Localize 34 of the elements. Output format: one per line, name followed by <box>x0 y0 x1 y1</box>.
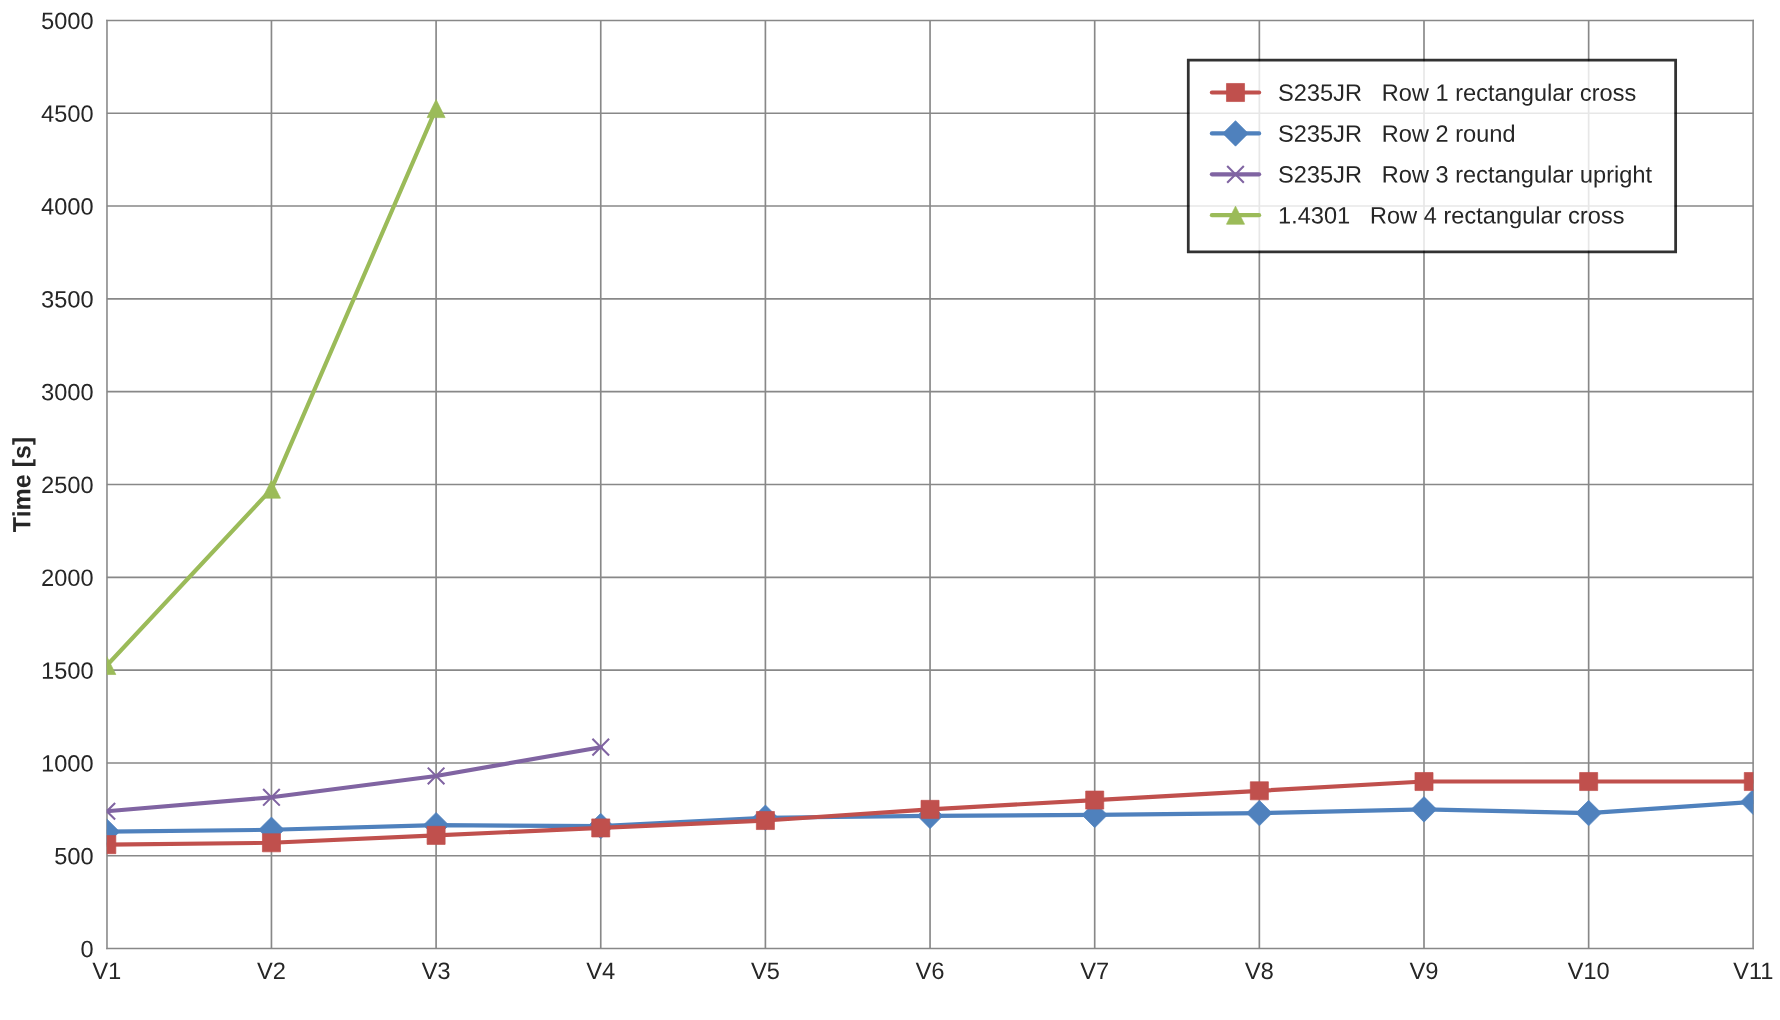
point <box>426 766 446 786</box>
x-tick-label: V1 <box>92 962 121 979</box>
point <box>1579 772 1599 791</box>
x-tick-label: V10 <box>1567 962 1609 980</box>
legend-label: S235JR Row 2 round <box>1279 124 1515 142</box>
y-axis-title: Time [s] <box>12 438 36 532</box>
point <box>1410 796 1438 823</box>
y-tick-label: 4500 <box>41 105 93 123</box>
y-tick-label: 3000 <box>41 383 93 401</box>
y-tick-label: 2000 <box>42 569 93 587</box>
point <box>591 737 611 757</box>
x-tick-label: V8 <box>1245 962 1273 980</box>
y-tick-label: 4000 <box>41 198 93 215</box>
x-tick-label: V6 <box>915 962 944 980</box>
point <box>1249 781 1269 801</box>
x-tick-label: V11 <box>1733 962 1773 979</box>
point <box>920 799 940 819</box>
point <box>262 787 281 807</box>
x-tick-label: V5 <box>751 962 779 980</box>
x-tick-label: V4 <box>586 962 615 979</box>
legend-label: 1.4301 Row 4 rectangular cross <box>1279 206 1624 229</box>
x-tick-label: V3 <box>421 962 450 980</box>
x-tick-label: V2 <box>257 962 285 979</box>
y-tick-label: 1500 <box>42 662 93 679</box>
legend-label: S235JR Row 1 rectangular cross <box>1279 83 1636 106</box>
y-tick-label: 1000 <box>42 755 93 772</box>
legend-label: S235JR Row 3 rectangular upright <box>1279 165 1652 188</box>
x-tick-label: V9 <box>1409 962 1438 980</box>
y-tick-label: 0 <box>81 940 93 958</box>
x-tick-label: V7 <box>1080 962 1108 979</box>
y-tick-label: 2500 <box>42 476 93 494</box>
y-tick-label: 5000 <box>42 12 93 30</box>
y-tick-label: 500 <box>55 847 93 865</box>
y-tick-label: 3500 <box>41 290 93 308</box>
